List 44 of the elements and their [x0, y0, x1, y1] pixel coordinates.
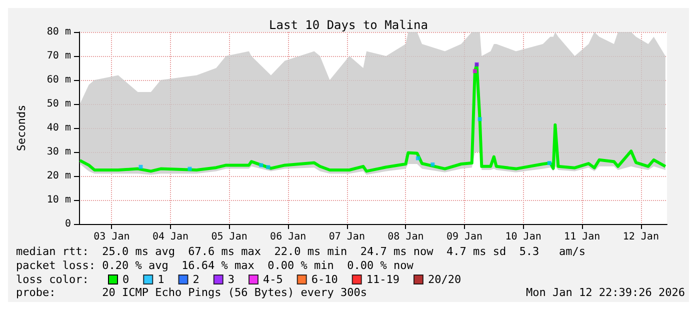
text: packet loss: 0.20 % avg 16.64 % max 0.00 % min 0.00 % now: [16, 259, 414, 272]
text: Mon Jan 12 22:39:26 2026: [526, 286, 686, 299]
y-axis-title: Seconds: [15, 104, 28, 152]
point: [416, 156, 420, 160]
y-tick-label: 80 m: [46, 26, 71, 38]
legend-label: 0: [122, 273, 130, 286]
x-tick-label: 04 Jan: [152, 232, 189, 242]
text: probe: 20 ICMP Echo Pings (56 Bytes) every 300s: [16, 286, 367, 299]
y-tick-label: 30 m: [46, 146, 71, 158]
x-tick-label: 12 Jan: [622, 232, 659, 242]
y-tick-label: 0: [64, 218, 71, 230]
y-tick-label: 20 m: [46, 170, 71, 182]
point: [138, 164, 143, 169]
legend-label: 2: [192, 273, 200, 286]
x-tick-label: 05 Jan: [211, 232, 248, 242]
point: [259, 163, 264, 168]
point: [266, 165, 270, 170]
legend-label: 3: [228, 273, 234, 286]
x-tick-label: 11 Jan: [564, 232, 600, 242]
point: [472, 69, 477, 74]
x-tick-label: 06 Jan: [270, 232, 306, 242]
y-tick-label: 70 m: [46, 50, 71, 62]
y-tick-label: 60 m: [46, 74, 71, 86]
text: median rtt: 25.0 ms avg 67.6 ms max 22.0 ms min 24.7 ms now 4.7 ms sd 5.3 am/s: [16, 245, 586, 258]
legend-label: 1: [158, 273, 164, 286]
legend-label: 6-10: [311, 273, 338, 286]
x-tick-label: 09 Jan: [446, 232, 483, 242]
legend-label: 11-19: [366, 273, 400, 286]
y-tick-label: 10 m: [46, 194, 71, 206]
chart-title: Last 10 Days to Malina: [269, 18, 428, 32]
point: [430, 162, 435, 166]
y-tick-label: 40 m: [46, 122, 71, 134]
point: [478, 117, 482, 122]
point: [547, 161, 552, 166]
point: [188, 166, 192, 171]
x-tick-label: 08 Jan: [388, 232, 424, 242]
y-tick-label: 50 m: [46, 98, 71, 110]
legend-title: loss color:: [16, 273, 89, 286]
legend-label: 20/20: [428, 273, 462, 286]
legend-label: 4-5: [262, 273, 283, 286]
point: [474, 62, 479, 66]
x-tick-label: 03 Jan: [94, 232, 130, 242]
x-tick-label: 10 Jan: [505, 232, 542, 242]
x-tick-label: 07 Jan: [328, 232, 365, 242]
